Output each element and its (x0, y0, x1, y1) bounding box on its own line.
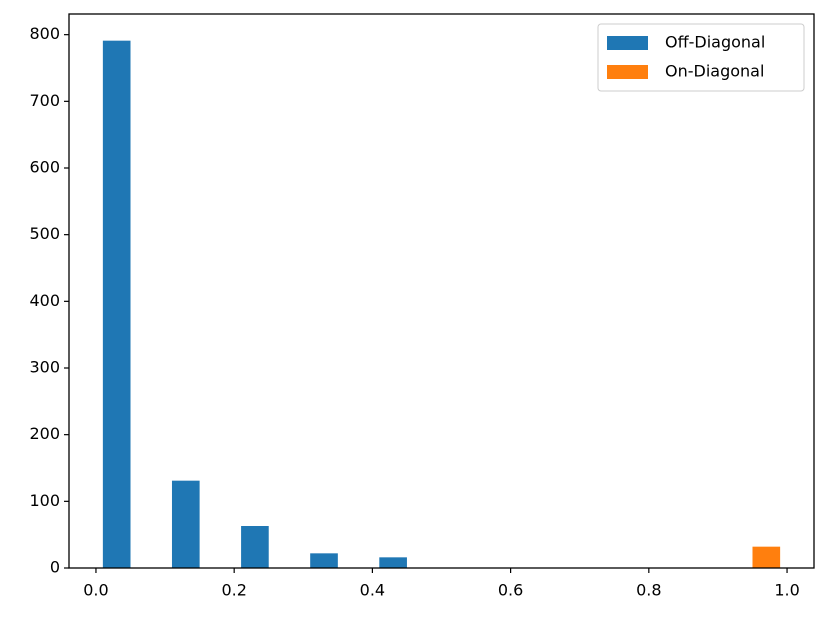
y-tick-label: 300 (29, 358, 60, 377)
bar (171, 480, 200, 568)
legend-box (597, 23, 805, 92)
x-tick-label: 1.0 (774, 581, 799, 600)
y-tick-label: 400 (29, 291, 60, 310)
y-tick-label: 800 (29, 24, 60, 43)
bar (102, 40, 131, 568)
legend-swatch (607, 36, 648, 50)
y-tick-label: 0 (50, 558, 60, 577)
legend: Off-Diagonal On-Diagonal (597, 23, 805, 92)
bar (241, 526, 269, 568)
axes-frame (68, 13, 815, 569)
legend-swatch (607, 65, 648, 79)
y-tick-label: 100 (29, 491, 60, 510)
x-tick-label: 0.6 (498, 581, 523, 600)
bar (379, 557, 407, 568)
x-tick-label: 0.0 (83, 581, 108, 600)
y-tick-label: 500 (29, 224, 60, 243)
bar (310, 553, 338, 568)
x-tick-label: 0.2 (221, 581, 246, 600)
x-tick-label: 0.8 (636, 581, 661, 600)
x-tick-label: 0.4 (360, 581, 385, 600)
bar (752, 546, 781, 568)
legend-label: On-Diagonal (665, 62, 764, 81)
y-tick-label: 200 (29, 424, 60, 443)
legend-label: Off-Diagonal (665, 33, 765, 52)
y-tick-label: 700 (29, 91, 60, 110)
y-tick-label: 600 (29, 158, 60, 177)
